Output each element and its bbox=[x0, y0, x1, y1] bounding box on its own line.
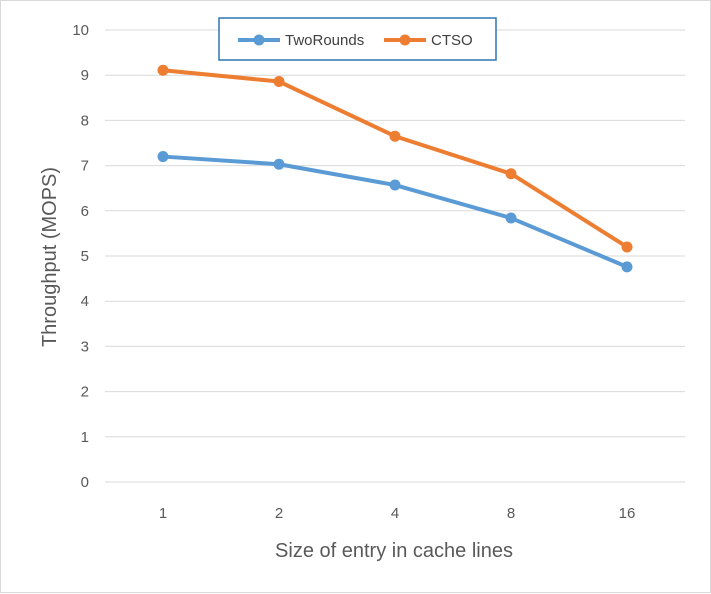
x-tick-label: 2 bbox=[275, 505, 283, 522]
data-point bbox=[157, 151, 169, 163]
series-line bbox=[161, 154, 629, 269]
y-tick-label: 8 bbox=[81, 112, 89, 129]
y-tick-label: 7 bbox=[81, 158, 89, 175]
gridlines bbox=[105, 29, 685, 483]
data-point bbox=[505, 212, 517, 224]
y-axis-title: Throughput (MOPS) bbox=[39, 167, 61, 347]
x-axis-title: Size of entry in cache lines bbox=[275, 540, 513, 562]
legend-swatch-marker bbox=[253, 34, 265, 46]
series-tworounds bbox=[157, 151, 633, 273]
x-tick-label: 16 bbox=[619, 505, 636, 522]
x-axis-ticks: 1 2 4 8 16 bbox=[159, 505, 636, 522]
x-tick-label: 8 bbox=[507, 505, 515, 522]
legend-item: TwoRounds bbox=[238, 32, 364, 49]
data-point bbox=[273, 76, 285, 88]
y-tick-label: 1 bbox=[81, 429, 89, 446]
y-tick-label: 6 bbox=[81, 203, 89, 220]
y-tick-label: 3 bbox=[81, 338, 89, 355]
data-point bbox=[273, 158, 285, 170]
data-point bbox=[621, 241, 633, 253]
data-point bbox=[389, 130, 401, 142]
y-axis-ticks: 0 1 2 3 4 5 6 7 8 9 10 bbox=[72, 22, 89, 491]
legend-label: CTSO bbox=[431, 32, 473, 49]
y-tick-label: 5 bbox=[81, 248, 89, 265]
legend-item: CTSO bbox=[384, 32, 473, 49]
data-point bbox=[389, 179, 401, 191]
y-tick-label: 10 bbox=[72, 22, 89, 39]
data-point bbox=[621, 261, 633, 273]
legend-label: TwoRounds bbox=[285, 32, 364, 49]
y-tick-label: 4 bbox=[81, 293, 89, 310]
data-point bbox=[157, 64, 169, 76]
legend: TwoRounds CTSO bbox=[218, 17, 497, 61]
series-layer bbox=[157, 64, 633, 273]
data-point bbox=[505, 168, 517, 180]
y-tick-label: 0 bbox=[81, 474, 89, 491]
series-line bbox=[161, 68, 629, 249]
y-tick-label: 9 bbox=[81, 67, 89, 84]
y-tick-label: 2 bbox=[81, 384, 89, 401]
x-tick-label: 1 bbox=[159, 505, 167, 522]
legend-swatch-marker bbox=[399, 34, 411, 46]
x-tick-label: 4 bbox=[391, 505, 399, 522]
series-ctso bbox=[157, 64, 633, 253]
